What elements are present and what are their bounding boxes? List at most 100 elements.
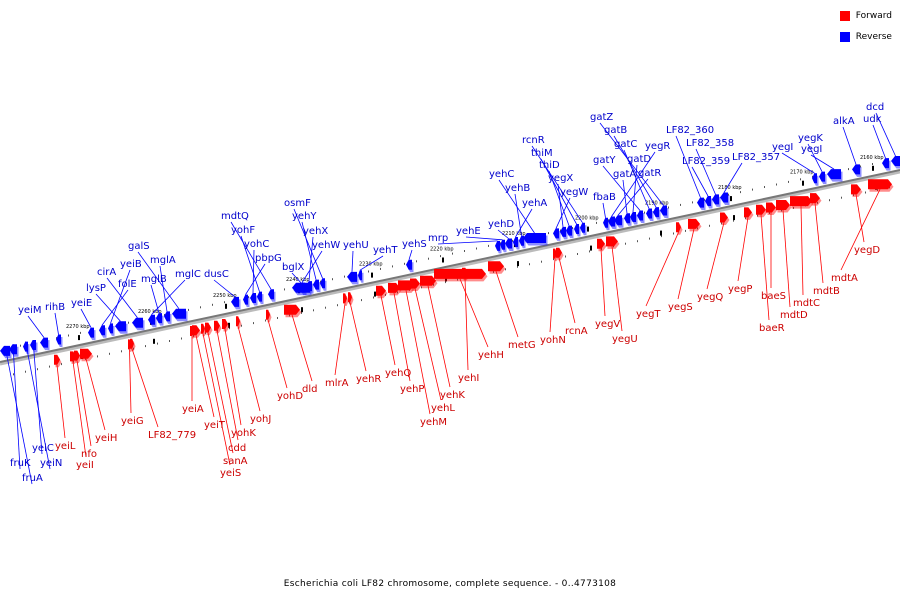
gene-arrow-forward[interactable] <box>434 268 486 279</box>
gene-arrow-forward[interactable] <box>766 202 776 213</box>
minor-tick <box>385 293 386 296</box>
gene-arrow-reverse[interactable] <box>614 215 622 226</box>
gene-arrow-reverse[interactable] <box>108 323 113 334</box>
gene-arrow-reverse[interactable] <box>257 291 262 302</box>
gene-arrow-reverse[interactable] <box>705 196 711 206</box>
gene-arrow-forward[interactable] <box>388 282 400 293</box>
gene-arrow-reverse[interactable] <box>712 194 719 205</box>
gene-arrow-forward[interactable] <box>462 267 468 278</box>
gene-arrow-forward[interactable] <box>488 261 504 272</box>
leader-line <box>334 303 346 376</box>
gene-arrow-forward[interactable] <box>214 320 220 331</box>
gene-arrow-reverse[interactable] <box>164 311 170 322</box>
gene-arrow-reverse[interactable] <box>697 197 704 208</box>
gene-arrow-reverse[interactable] <box>148 314 155 325</box>
gene-arrow-forward[interactable] <box>70 351 76 362</box>
gene-label-forward: yehP <box>400 384 424 395</box>
gene-arrow-forward[interactable] <box>720 212 728 223</box>
gene-arrow-forward[interactable] <box>236 316 240 327</box>
gene-arrow-reverse[interactable] <box>827 169 841 180</box>
gene-arrow-forward[interactable] <box>348 292 352 303</box>
gene-arrow-forward[interactable] <box>74 350 80 361</box>
gene-arrow-reverse[interactable] <box>406 259 412 270</box>
gene-arrow-forward[interactable] <box>744 207 752 218</box>
gene-arrow-reverse[interactable] <box>495 240 500 251</box>
gene-arrow-reverse[interactable] <box>358 270 362 281</box>
gene-arrow-reverse[interactable] <box>99 325 105 336</box>
gene-arrow-forward[interactable] <box>851 184 861 195</box>
gene-label-forward: cdd <box>228 443 246 454</box>
gene-arrow-reverse[interactable] <box>603 217 608 228</box>
gene-label-reverse: yegX <box>548 173 573 184</box>
gene-arrow-forward[interactable] <box>398 280 414 291</box>
gene-arrow-forward[interactable] <box>222 319 228 329</box>
gene-arrow-reverse[interactable] <box>580 222 585 233</box>
gene-arrow-reverse[interactable] <box>320 278 325 289</box>
gene-arrow-forward[interactable] <box>553 248 557 259</box>
gene-arrow-forward[interactable] <box>606 236 618 247</box>
gene-arrow-forward[interactable] <box>776 200 790 210</box>
gene-arrow-forward[interactable] <box>868 179 892 190</box>
leader-line <box>245 263 266 295</box>
gene-arrow-reverse[interactable] <box>243 294 248 305</box>
gene-arrow-reverse[interactable] <box>250 293 256 303</box>
gene-arrow-reverse[interactable] <box>313 279 319 290</box>
gene-arrow-forward[interactable] <box>201 323 205 334</box>
gene-arrow-forward[interactable] <box>128 339 131 350</box>
gene-arrow-forward[interactable] <box>790 196 812 207</box>
gene-arrow-forward[interactable] <box>192 325 200 336</box>
gene-arrow-reverse[interactable] <box>574 224 579 234</box>
minor-tick <box>80 331 81 334</box>
gene-arrow-forward[interactable] <box>688 218 700 229</box>
gene-arrow-reverse[interactable] <box>347 271 357 282</box>
gene-arrow-reverse[interactable] <box>0 345 10 356</box>
gene-arrow-reverse[interactable] <box>231 296 239 307</box>
gene-arrow-forward[interactable] <box>130 338 134 349</box>
gene-arrow-forward[interactable] <box>420 275 436 286</box>
gene-arrow-reverse[interactable] <box>819 171 825 182</box>
gene-arrow-forward[interactable] <box>54 354 60 365</box>
gene-arrow-forward[interactable] <box>556 247 562 258</box>
gene-arrow-reverse[interactable] <box>891 156 900 166</box>
gene-arrow-reverse[interactable] <box>56 334 61 345</box>
gene-arrow-reverse[interactable] <box>812 173 817 184</box>
gene-arrow-forward[interactable] <box>266 309 270 320</box>
minor-tick <box>128 321 129 324</box>
gene-arrow-reverse[interactable] <box>630 212 636 222</box>
gene-arrow-reverse[interactable] <box>519 235 524 246</box>
gene-arrow-reverse[interactable] <box>40 337 48 348</box>
gene-arrow-reverse[interactable] <box>646 208 652 219</box>
gene-arrow-forward[interactable] <box>284 304 300 315</box>
gene-arrow-reverse[interactable] <box>560 226 566 237</box>
gene-arrow-reverse[interactable] <box>132 317 143 328</box>
gene-arrow-reverse[interactable] <box>882 158 889 169</box>
gene-arrow-reverse[interactable] <box>720 192 728 203</box>
gene-arrow-reverse[interactable] <box>88 327 94 338</box>
gene-arrow-reverse[interactable] <box>624 213 630 224</box>
gene-arrow-forward[interactable] <box>810 193 820 204</box>
gene-arrow-forward[interactable] <box>756 204 766 215</box>
gene-arrow-reverse[interactable] <box>553 228 559 239</box>
gene-arrow-reverse[interactable] <box>653 207 659 218</box>
gene-arrow-forward[interactable] <box>376 285 386 296</box>
gene-arrow-reverse[interactable] <box>523 233 546 243</box>
gene-arrow-reverse[interactable] <box>608 216 615 227</box>
gene-arrow-reverse[interactable] <box>115 321 126 332</box>
gene-arrow-reverse[interactable] <box>660 205 667 216</box>
gene-arrow-reverse[interactable] <box>500 239 505 250</box>
gene-arrow-reverse[interactable] <box>292 282 310 293</box>
gene-arrow-reverse[interactable] <box>156 313 162 324</box>
gene-arrow-reverse[interactable] <box>268 289 274 300</box>
gene-arrow-forward[interactable] <box>80 348 92 359</box>
gene-arrow-forward[interactable] <box>205 322 211 333</box>
gene-arrow-reverse[interactable] <box>172 308 186 319</box>
gene-arrow-reverse[interactable] <box>637 210 643 221</box>
gene-arrow-reverse[interactable] <box>566 225 572 236</box>
gene-arrow-forward[interactable] <box>597 238 605 249</box>
gene-arrow-reverse[interactable] <box>852 164 860 175</box>
gene-arrow-reverse[interactable] <box>505 238 512 249</box>
gene-arrow-forward[interactable] <box>343 293 347 304</box>
gene-arrow-forward[interactable] <box>676 222 681 233</box>
gene-arrow-forward[interactable] <box>190 326 194 336</box>
gene-arrow-reverse[interactable] <box>513 237 518 247</box>
